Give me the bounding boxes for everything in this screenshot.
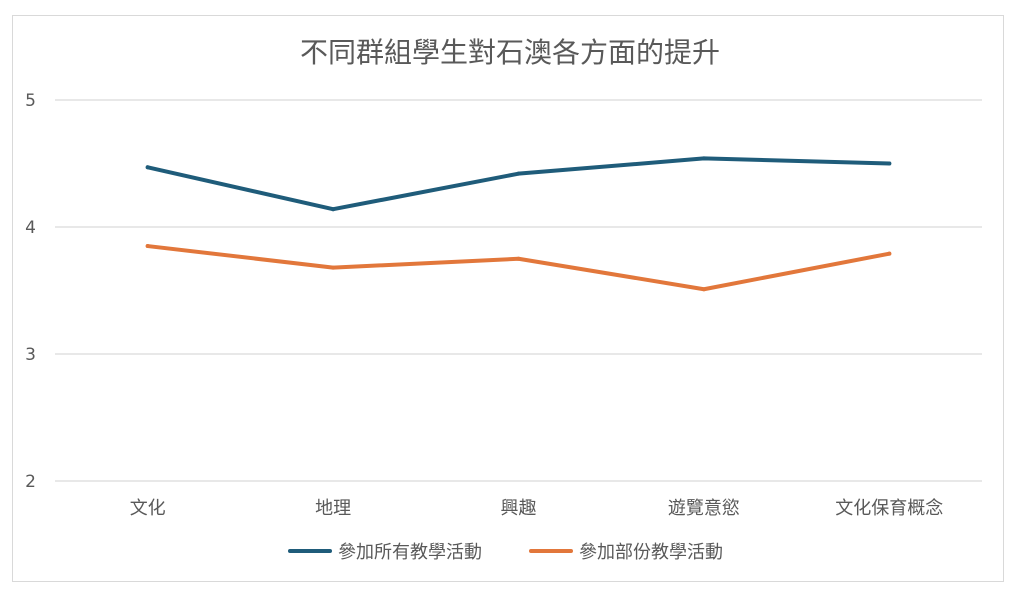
x-tick-label: 興趣	[501, 498, 537, 519]
legend-label-2: 參加部份教學活動	[579, 542, 723, 563]
data-point	[887, 161, 892, 166]
x-tick-label: 文化保育概念	[835, 497, 943, 519]
x-tick-label: 地理	[315, 498, 351, 519]
chart-frame	[12, 15, 1004, 582]
y-tick-label: 3	[25, 345, 36, 365]
data-point	[701, 156, 706, 161]
data-point	[701, 287, 706, 292]
data-point	[516, 256, 521, 261]
data-point	[145, 165, 150, 170]
gridlines	[55, 99, 982, 482]
x-tick-label: 遊覽意慾	[668, 498, 740, 519]
series-lines	[145, 156, 892, 292]
y-tick-label: 5	[25, 91, 36, 111]
y-axis-ticks: 2 3 4 5	[25, 91, 36, 492]
legend-label-1: 參加所有教學活動	[338, 542, 482, 563]
data-point	[516, 171, 521, 176]
series-line-1	[145, 156, 892, 212]
legend: 參加所有教學活動 參加部份教學活動	[288, 542, 723, 563]
data-point	[887, 251, 892, 256]
data-point	[331, 265, 336, 270]
series-line-2	[145, 244, 892, 292]
x-tick-label: 文化	[130, 498, 166, 519]
y-tick-label: 4	[25, 218, 36, 238]
chart-title: 不同群組學生對石澳各方面的提升	[300, 36, 720, 69]
data-point	[145, 244, 150, 249]
data-point	[331, 207, 336, 212]
x-axis-ticks: 文化 地理 興趣 遊覽意慾 文化保育概念	[130, 497, 944, 519]
y-tick-label: 2	[25, 472, 36, 492]
